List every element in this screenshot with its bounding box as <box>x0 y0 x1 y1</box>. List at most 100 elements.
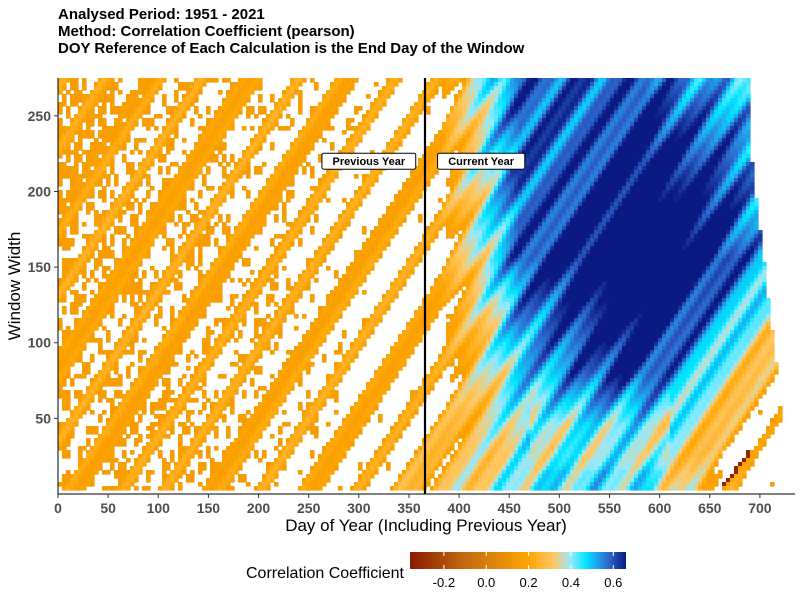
heatmap-cell <box>310 414 315 419</box>
heatmap-cell <box>338 234 343 239</box>
heatmap-cell <box>214 318 219 323</box>
heatmap-cell <box>118 202 123 207</box>
heatmap-cell <box>230 86 235 91</box>
heatmap-cell <box>202 362 207 367</box>
heatmap-cell <box>130 382 135 387</box>
heatmap-cell <box>190 294 195 299</box>
heatmap-cell <box>294 226 299 231</box>
heatmap-cell <box>110 306 115 311</box>
heatmap-cell <box>390 374 395 379</box>
heatmap-cell <box>222 418 227 423</box>
heatmap-cell <box>202 342 207 347</box>
heatmap-cell <box>210 462 215 467</box>
heatmap-cell <box>206 414 211 419</box>
heatmap-cell <box>78 114 83 119</box>
heatmap-cell <box>238 170 243 175</box>
heatmap-cell <box>366 94 371 99</box>
heatmap-cell <box>198 442 203 447</box>
heatmap-cell <box>98 438 103 443</box>
heatmap-cell <box>290 146 295 151</box>
heatmap-cell <box>330 110 335 115</box>
heatmap-cell <box>294 282 299 287</box>
heatmap-cell <box>94 214 99 219</box>
heatmap-cell <box>330 82 335 87</box>
heatmap-cell <box>178 318 183 323</box>
heatmap-cell <box>198 434 203 439</box>
heatmap-cell <box>238 466 243 471</box>
heatmap-cell <box>218 202 223 207</box>
heatmap-cell <box>274 206 279 211</box>
heatmap-cell <box>318 486 323 491</box>
heatmap-cell <box>338 218 343 223</box>
heatmap-cell <box>146 294 151 299</box>
heatmap-cell <box>370 178 375 183</box>
heatmap-cell <box>214 238 219 243</box>
heatmap-cell <box>254 346 259 351</box>
heatmap-cell <box>106 266 111 271</box>
heatmap-cell <box>194 378 199 383</box>
heatmap-cell <box>190 446 195 451</box>
heatmap-cell <box>274 170 279 175</box>
heatmap-cell <box>334 390 339 395</box>
heatmap-cell <box>58 234 63 239</box>
heatmap-cell <box>82 346 87 351</box>
heatmap-cell <box>134 422 139 427</box>
heatmap-cell <box>258 370 263 375</box>
heatmap-cell <box>242 234 247 239</box>
heatmap-cell <box>390 426 395 431</box>
heatmap-cell <box>266 418 271 423</box>
heatmap-cell <box>246 354 251 359</box>
heatmap-cell <box>182 202 187 207</box>
heatmap-cell <box>226 330 231 335</box>
heatmap-cell <box>166 462 171 467</box>
heatmap-cell <box>178 398 183 403</box>
heatmap-cell <box>70 94 75 99</box>
heatmap-cell <box>342 450 347 455</box>
heatmap-cell <box>326 102 331 107</box>
heatmap-cell <box>86 314 91 319</box>
heatmap-cell <box>326 306 331 311</box>
heatmap-cell <box>398 278 403 283</box>
heatmap-cell <box>282 310 287 315</box>
heatmap-cell <box>250 78 255 83</box>
heatmap-cell <box>218 462 223 467</box>
heatmap-cell <box>334 466 339 471</box>
heatmap-cell <box>294 326 299 331</box>
heatmap-cell <box>210 158 215 163</box>
heatmap-cell <box>322 246 327 251</box>
heatmap-cell <box>362 246 367 251</box>
heatmap-cell <box>278 378 283 383</box>
heatmap-cell <box>186 462 191 467</box>
heatmap-cell <box>326 98 331 103</box>
heatmap-cell <box>406 274 411 279</box>
heatmap-cell <box>202 150 207 155</box>
heatmap-cell <box>358 486 363 491</box>
heatmap-cell <box>202 390 207 395</box>
heatmap-cell <box>190 442 195 447</box>
heatmap-cell <box>358 122 363 127</box>
heatmap-cell <box>74 230 79 235</box>
heatmap-cell <box>314 482 319 487</box>
heatmap-cell <box>282 374 287 379</box>
heatmap-cell <box>110 250 115 255</box>
heatmap-cell <box>70 138 75 143</box>
heatmap-cell <box>346 218 351 223</box>
heatmap-cell <box>418 258 423 263</box>
heatmap-cell <box>94 374 99 379</box>
heatmap-cell <box>262 394 267 399</box>
heatmap-cell <box>354 194 359 199</box>
heatmap-cell <box>98 350 103 355</box>
heatmap-cell <box>322 182 327 187</box>
heatmap-cell <box>302 146 307 151</box>
heatmap-cell <box>362 470 367 475</box>
heatmap-cell <box>158 86 163 91</box>
heatmap-cell <box>290 94 295 99</box>
heatmap-cell <box>378 454 383 459</box>
heatmap-cell <box>358 126 363 131</box>
heatmap-cell <box>206 142 211 147</box>
heatmap-cell <box>122 230 127 235</box>
heatmap-cell <box>250 82 255 87</box>
heatmap-cell <box>238 354 243 359</box>
heatmap-cell <box>122 110 127 115</box>
heatmap-cell <box>286 350 291 355</box>
